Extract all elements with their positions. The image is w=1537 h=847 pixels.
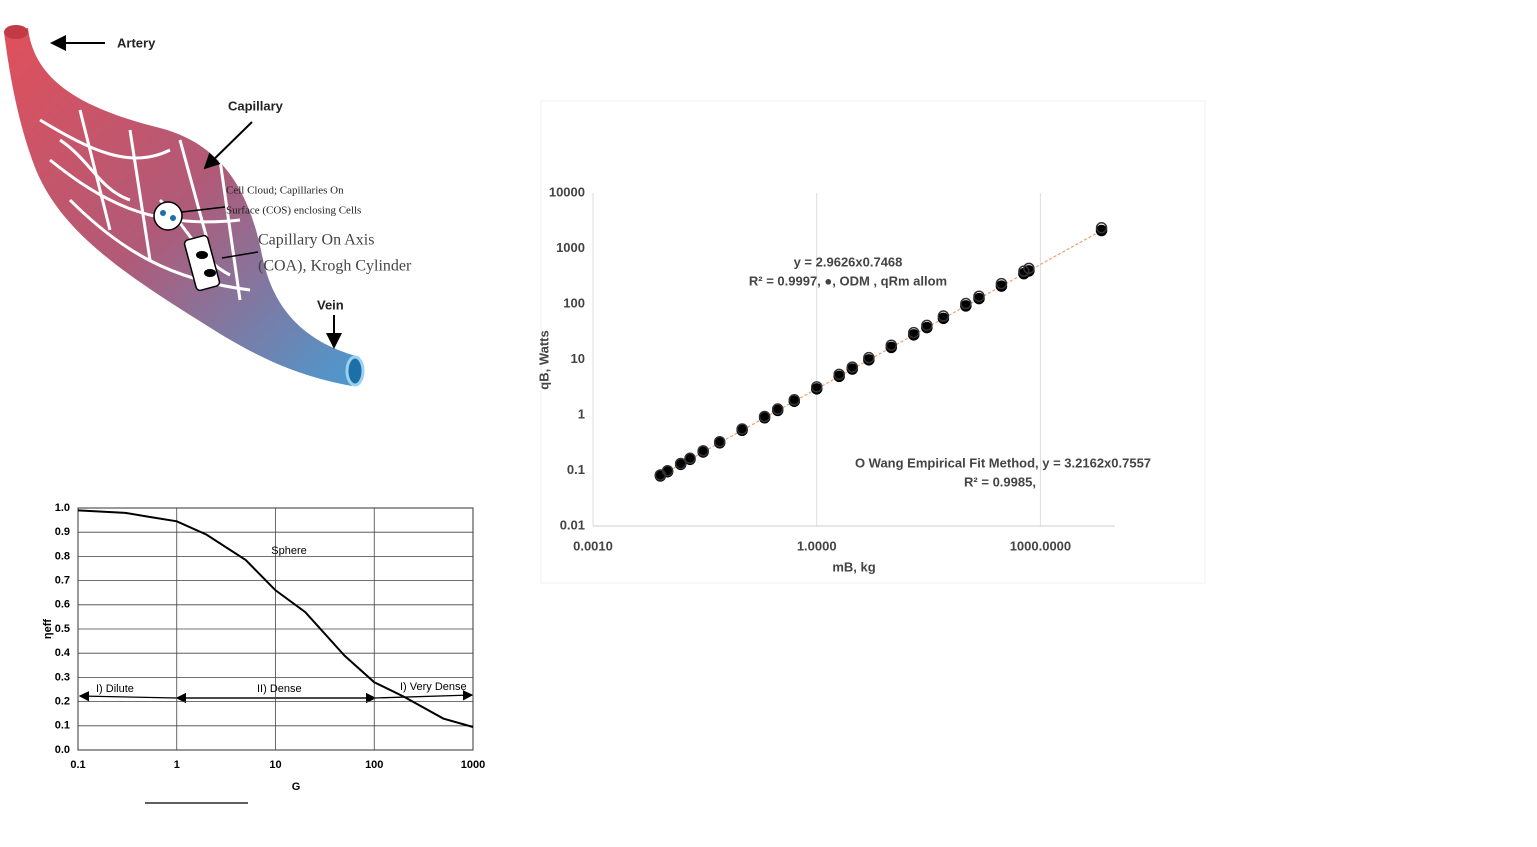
arrow xyxy=(203,121,253,170)
y-tick-label: 1 xyxy=(578,406,585,421)
point xyxy=(960,300,972,312)
chart-frame xyxy=(540,100,1206,584)
x-axis-label: G xyxy=(292,781,301,793)
cell xyxy=(204,269,216,277)
x-tick-label: 1.0000 xyxy=(797,538,837,553)
x-tick-label: 0.1 xyxy=(70,759,85,771)
cell xyxy=(170,215,176,221)
label: Capillary xyxy=(228,98,284,113)
artery-opening xyxy=(4,25,28,39)
label: Surface (COS) enclosing Cells xyxy=(226,205,361,217)
cell xyxy=(160,210,166,216)
capillary-network xyxy=(39,109,251,301)
annotation: R² = 0.9985, xyxy=(964,474,1036,489)
x-tick-label: 0.0010 xyxy=(573,538,613,553)
y-tick-label: 0.4 xyxy=(55,647,71,659)
point xyxy=(937,312,950,325)
y-tick-label: 0.6 xyxy=(55,599,70,611)
y-tick-label: 1000 xyxy=(556,240,585,255)
point xyxy=(863,351,875,364)
y-axis-label: qB, Watts xyxy=(536,330,551,389)
y-tick-label: 0.5 xyxy=(55,623,70,635)
y-tick-label: 1.0 xyxy=(55,502,70,514)
point xyxy=(684,452,696,465)
y-tick-label: 10000 xyxy=(549,184,585,199)
x-tick-label: 1 xyxy=(174,759,180,771)
label: Vein xyxy=(317,297,344,312)
x-tick-label: 1000.0000 xyxy=(1010,538,1071,553)
point xyxy=(907,326,920,339)
label: Artery xyxy=(117,35,156,50)
annotation: O Wang Empirical Fit Method, y = 3.2162x… xyxy=(855,455,1151,470)
pointer xyxy=(221,251,259,259)
point xyxy=(758,410,771,423)
y-tick-label: 0.0 xyxy=(55,744,70,756)
y-tick-label: 0.2 xyxy=(55,696,70,708)
y-tick-label: 0.8 xyxy=(55,550,70,562)
annotation: I) Very Dense xyxy=(400,681,467,693)
point xyxy=(810,381,823,393)
y-tick-label: 0.9 xyxy=(55,526,70,538)
x-tick-label: 100 xyxy=(365,759,383,771)
vessel xyxy=(4,28,356,386)
point xyxy=(697,445,709,457)
point xyxy=(771,403,784,415)
annotation: II) Dense xyxy=(257,683,302,695)
point xyxy=(885,339,898,351)
cos-cell xyxy=(153,201,183,231)
y-tick-label: 10 xyxy=(571,351,585,366)
x-tick-label: 1000 xyxy=(461,759,485,771)
y-tick-label: 0.01 xyxy=(560,517,585,532)
y-tick-label: 0.7 xyxy=(55,575,70,587)
y-tick-label: 0.1 xyxy=(55,720,70,732)
cell xyxy=(196,251,208,259)
label: Capillary On Axis xyxy=(258,232,374,249)
label: (COA), Krogh Cylinder xyxy=(258,258,412,275)
vessel-diagram: Artery Capillary Cell Cloud; Capillaries… xyxy=(4,25,412,387)
label: Cell Cloud; Capillaries On xyxy=(226,185,344,197)
pointer xyxy=(181,206,226,213)
y-tick-label: 0.3 xyxy=(55,671,70,683)
point xyxy=(846,361,859,373)
vein-opening xyxy=(345,355,365,387)
point xyxy=(995,277,1008,290)
data-line xyxy=(77,509,474,728)
x-tick-label: 10 xyxy=(269,759,281,771)
point xyxy=(833,368,845,381)
point xyxy=(674,457,687,470)
point xyxy=(713,435,726,448)
x-axis-label: mB, kg xyxy=(832,559,875,574)
point xyxy=(960,297,972,310)
point xyxy=(788,394,801,406)
point xyxy=(661,464,674,477)
annotation: R² = 0.9997, ●, ODM , qRm allom xyxy=(749,273,947,288)
point xyxy=(973,290,985,302)
y-tick-label: 0.1 xyxy=(567,462,585,477)
y-tick-label: 100 xyxy=(563,295,585,310)
point xyxy=(1023,262,1035,275)
point xyxy=(973,292,985,305)
point xyxy=(736,423,748,435)
annotation: Sphere xyxy=(271,545,306,557)
y-axis-label: ηeff xyxy=(42,619,54,640)
point xyxy=(1095,222,1108,234)
regime-arrows xyxy=(78,690,474,804)
annotation: I) Dilute xyxy=(96,683,134,695)
point xyxy=(921,319,933,332)
point xyxy=(921,321,933,334)
annotation: y = 2.9626x0.7468 xyxy=(794,254,903,269)
point xyxy=(937,310,950,322)
